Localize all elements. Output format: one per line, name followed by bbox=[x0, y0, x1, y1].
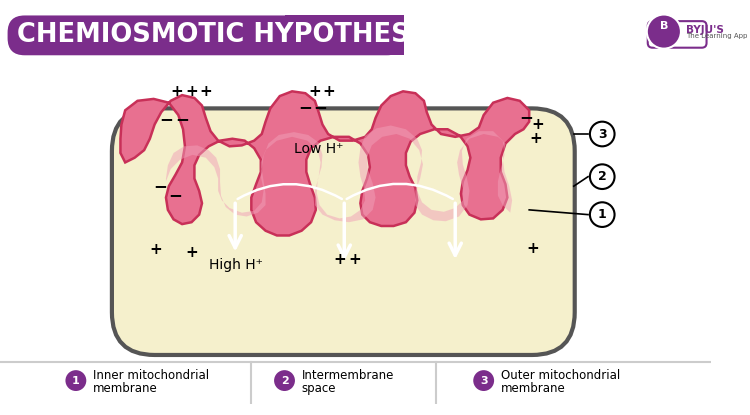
Text: Intermembrane: Intermembrane bbox=[302, 369, 394, 382]
Text: +: + bbox=[200, 84, 212, 99]
Circle shape bbox=[590, 202, 614, 227]
Text: 1: 1 bbox=[72, 376, 80, 386]
Text: Outer mitochondrial: Outer mitochondrial bbox=[501, 369, 620, 382]
Text: The Learning App: The Learning App bbox=[686, 33, 747, 39]
Text: +: + bbox=[530, 132, 542, 146]
Text: 1: 1 bbox=[598, 208, 607, 221]
Text: +: + bbox=[185, 84, 198, 99]
Text: High H⁺: High H⁺ bbox=[209, 258, 262, 272]
Text: −: − bbox=[154, 177, 167, 195]
Text: Inner mitochondrial: Inner mitochondrial bbox=[93, 369, 209, 382]
Circle shape bbox=[65, 370, 86, 391]
Text: +: + bbox=[322, 84, 335, 99]
Circle shape bbox=[473, 370, 494, 391]
Text: +: + bbox=[531, 117, 544, 132]
Text: Low H⁺: Low H⁺ bbox=[294, 142, 344, 156]
Circle shape bbox=[590, 164, 614, 189]
Circle shape bbox=[646, 15, 681, 49]
Text: CHEMIOSMOTIC HYPOTHESIS: CHEMIOSMOTIC HYPOTHESIS bbox=[17, 22, 438, 49]
Text: 2: 2 bbox=[280, 376, 289, 386]
Circle shape bbox=[590, 122, 614, 146]
FancyArrowPatch shape bbox=[346, 184, 453, 199]
Text: +: + bbox=[526, 241, 539, 256]
Text: 3: 3 bbox=[598, 127, 607, 141]
Text: −: − bbox=[520, 107, 533, 126]
Text: +: + bbox=[150, 242, 163, 257]
Text: B: B bbox=[660, 21, 668, 31]
Polygon shape bbox=[166, 125, 512, 222]
Text: −: − bbox=[298, 98, 313, 116]
Text: +: + bbox=[348, 252, 361, 267]
Text: space: space bbox=[302, 382, 336, 395]
Text: −: − bbox=[159, 110, 173, 129]
Circle shape bbox=[274, 370, 295, 391]
Text: −: − bbox=[313, 98, 327, 116]
Text: 3: 3 bbox=[480, 376, 488, 386]
Text: −: − bbox=[168, 186, 182, 204]
Text: −: − bbox=[176, 110, 189, 129]
Text: +: + bbox=[334, 252, 346, 267]
Text: +: + bbox=[185, 245, 198, 260]
Text: 2: 2 bbox=[598, 170, 607, 183]
FancyBboxPatch shape bbox=[8, 15, 404, 55]
Polygon shape bbox=[121, 91, 530, 235]
FancyBboxPatch shape bbox=[112, 108, 574, 355]
FancyArrowPatch shape bbox=[238, 184, 342, 199]
Text: membrane: membrane bbox=[93, 382, 158, 395]
Text: membrane: membrane bbox=[501, 382, 566, 395]
Text: +: + bbox=[308, 84, 321, 99]
Text: +: + bbox=[171, 84, 184, 99]
FancyBboxPatch shape bbox=[648, 21, 706, 48]
Bar bbox=[284, 15, 404, 55]
Text: BYJU'S: BYJU'S bbox=[686, 24, 724, 35]
